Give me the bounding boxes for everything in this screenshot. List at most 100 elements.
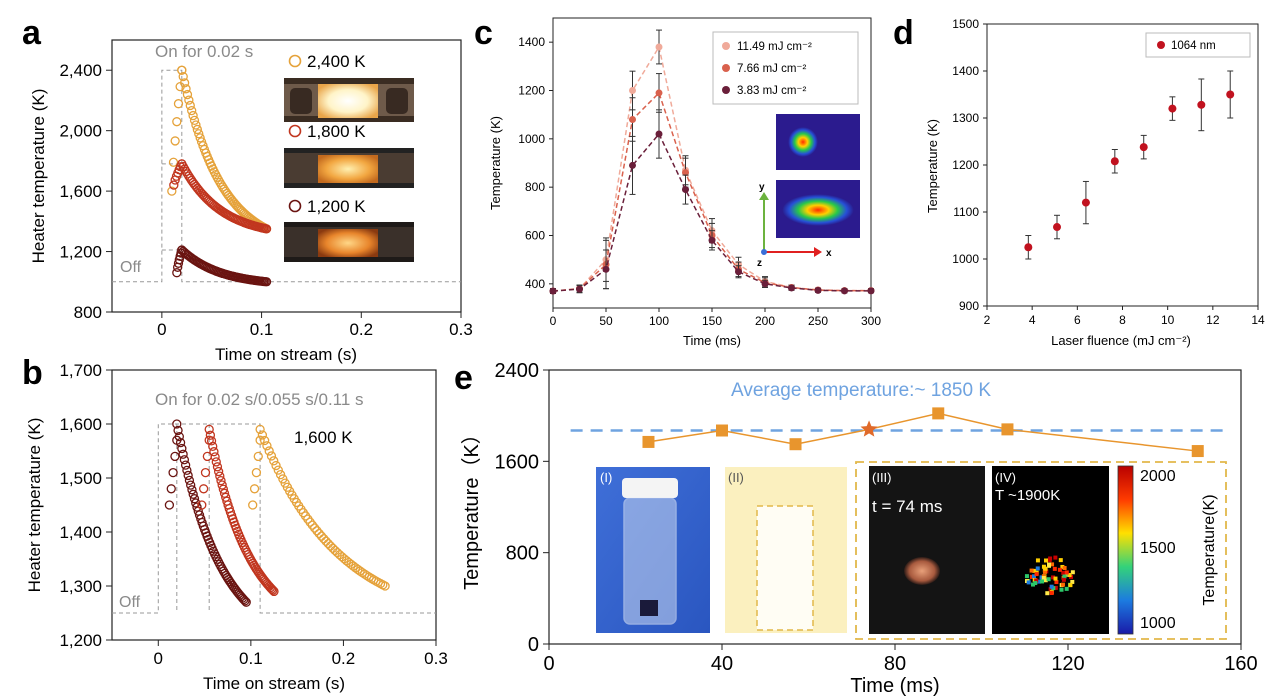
panel-c-beam-insets: y x z	[757, 114, 860, 269]
b-point	[248, 500, 258, 510]
panel-a-chart: 800 1,200 1,600 2,000 2,400 0 0.1 0.2 0.3 On for…	[29, 39, 473, 364]
d-ytick-label: 1500	[952, 17, 979, 31]
e-heat-pixel	[1049, 584, 1054, 589]
d-ytick-label: 1200	[952, 158, 979, 172]
d-xtick-label: 10	[1161, 313, 1175, 327]
c-point	[576, 285, 583, 293]
d-point	[1081, 198, 1090, 207]
e-square-marker	[932, 407, 945, 420]
a-ytick-label: 800	[74, 303, 102, 322]
a-point	[195, 133, 205, 143]
b-point	[357, 567, 368, 578]
c-point	[602, 265, 610, 273]
d-xtick-label: 6	[1074, 313, 1081, 327]
e-star-marker	[860, 420, 878, 437]
b-xtick-label: 0.1	[239, 649, 263, 668]
e-heat-pixel	[1058, 558, 1063, 563]
d-ytick-label: 900	[959, 299, 979, 313]
b-point	[305, 517, 315, 527]
d-point	[1053, 223, 1062, 232]
a-point	[192, 124, 202, 135]
c-ytick-label: 600	[525, 229, 545, 243]
e-heat-pixel	[1024, 574, 1029, 579]
b-point	[249, 484, 260, 494]
panel-label-a: a	[22, 14, 42, 52]
b-ytick-label: 1,300	[59, 577, 102, 596]
e-heat-pixel	[1061, 570, 1066, 575]
inset-iii-label: (III)	[872, 470, 892, 485]
c-point	[708, 236, 716, 244]
b-point	[164, 500, 175, 510]
e-heat-pixel	[1049, 591, 1054, 596]
a-point	[179, 78, 190, 88]
b-point	[268, 585, 278, 595]
d-point	[1226, 90, 1235, 99]
c-xtick-label: 50	[599, 314, 613, 328]
insets-iii-iv-dashed-box	[855, 461, 1227, 640]
b-ytick-label: 1,400	[59, 523, 102, 542]
heater-image-1800	[284, 148, 414, 188]
c-point	[682, 169, 689, 177]
panel-b-xlabel: Time on stream (s)	[203, 674, 345, 693]
legend-c-1149: 11.49 mJ cm⁻²	[737, 41, 812, 53]
inset-axis-x: x	[826, 248, 832, 259]
e-heat-pixel	[1052, 566, 1057, 571]
panel-d-xlabel: Laser fluence (mJ cm⁻²)	[1051, 333, 1191, 348]
d-ytick-label: 1400	[952, 64, 979, 78]
e-heat-pixel	[1029, 574, 1034, 579]
legend-c-766: 7.66 mJ cm⁻²	[737, 63, 807, 75]
b-point	[273, 465, 283, 475]
panel-a-ylabel: Heater temperature (K)	[29, 89, 48, 264]
c-point	[867, 287, 875, 295]
panel-b-ylabel: Heater temperature (K)	[25, 418, 44, 593]
b-point	[325, 541, 336, 551]
e-heat-pixel	[1067, 573, 1072, 578]
a-point	[184, 95, 194, 105]
e-heat-pixel	[1045, 591, 1050, 596]
b-point	[191, 498, 201, 508]
a-point	[261, 277, 272, 287]
e-heat-pixel	[1043, 566, 1048, 571]
b-point	[173, 425, 183, 436]
panel-d-chart: 900 1000 1100 1200 1300 1400 1500 2 4 6 8 10 12 14 La…	[925, 17, 1265, 348]
colorbar-label: Temperature(K)	[1201, 494, 1218, 605]
legend-a-1200-label: 1,200 K	[307, 197, 366, 216]
a-point	[194, 129, 204, 139]
a-point	[261, 224, 272, 234]
c-xtick-label: 150	[702, 314, 722, 328]
b-point	[364, 572, 374, 582]
inset-iv-thermal-map: (IV) T ~1900K	[992, 466, 1109, 634]
legend-c-383: 3.83 mJ cm⁻²	[737, 85, 807, 97]
d-ytick-label: 1100	[953, 205, 979, 219]
d-point	[1197, 100, 1206, 109]
inset-iv-label: (IV)	[995, 470, 1016, 485]
a-pulse-guide	[112, 69, 461, 283]
b-ytick-label: 1,700	[59, 361, 102, 380]
e-ytick-label: 0	[528, 634, 539, 656]
inset-colorbar: 2000 1500 1000 Temperature(K)	[1117, 465, 1218, 635]
panel-c-legend: 11.49 mJ cm⁻² 7.66 mJ cm⁻² 3.83 mJ cm⁻²	[712, 31, 859, 105]
e-heat-pixel	[1068, 583, 1073, 588]
e-series-line	[648, 412, 1198, 452]
b-pulse-guide	[112, 423, 436, 614]
e-heat-pixel	[1064, 570, 1069, 575]
e-heat-pixel	[1044, 558, 1049, 563]
e-heat-pixel	[1050, 562, 1055, 567]
e-heat-pixel	[1057, 567, 1062, 572]
colorbar-max: 2000	[1140, 468, 1176, 485]
c-xtick-label: 300	[861, 314, 881, 328]
a-point	[170, 136, 180, 146]
c-point	[841, 287, 848, 295]
e-ytick-label: 2400	[495, 360, 540, 382]
e-heat-pixel	[1034, 578, 1039, 583]
b-point	[366, 573, 377, 584]
e-ytick-label: 800	[506, 543, 539, 565]
a-point	[172, 117, 182, 127]
panel-e-chart: 0 800 1600 2400 0 40 80 120 160 Time (ms) Temper…	[460, 360, 1258, 697]
colorbar-min: 1000	[1140, 615, 1176, 632]
a-point	[178, 71, 188, 82]
b-point	[253, 451, 263, 462]
a-point	[215, 177, 225, 188]
